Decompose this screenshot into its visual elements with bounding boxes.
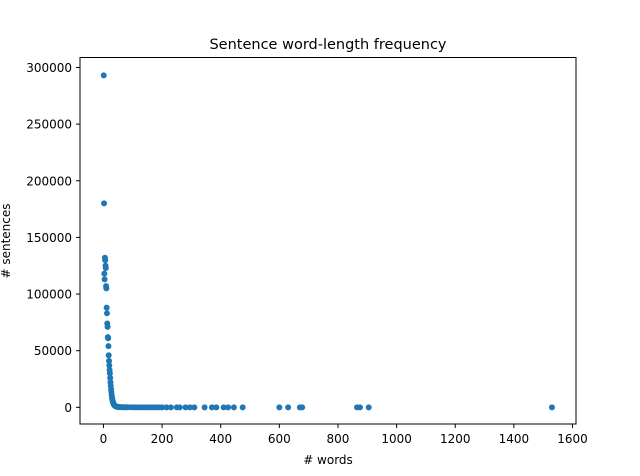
plot-area-frame [79,57,577,425]
data-point [167,404,174,411]
data-point [208,404,215,411]
data-point [176,404,183,411]
x-axis-title: # words [303,453,353,467]
x-tick-label: 1000 [381,432,412,446]
x-tick-label: 200 [151,432,174,446]
data-point [191,404,198,411]
y-tick-label: 50000 [34,344,72,358]
y-tick-label: 0 [64,401,72,415]
data-point [105,343,112,350]
data-point [159,404,166,411]
data-point [103,310,110,317]
data-point [101,276,108,283]
data-point [213,404,220,411]
data-point [365,404,372,411]
x-tick-label: 600 [268,432,291,446]
data-point [220,404,227,411]
data-point [106,357,113,364]
data-point [103,304,110,311]
y-tick-label: 150000 [26,231,72,245]
y-axis-title: # sentences [0,203,13,278]
y-axis: 0 50000 100000 150000 200000 250000 300000 [26,61,80,415]
data-point [106,370,113,377]
data-point [106,362,113,369]
data-point [182,404,189,411]
y-tick-label: 200000 [26,174,72,188]
data-point [230,404,237,411]
data-point [105,352,112,359]
data-point [186,404,193,411]
x-tick-label: 1400 [499,432,530,446]
data-point [356,404,363,411]
data-point [285,404,292,411]
data-point [103,285,110,292]
data-point [102,257,109,264]
x-tick-label: 1600 [557,432,588,446]
y-tick-label: 100000 [26,288,72,302]
data-point [104,323,111,330]
data-point [548,404,555,411]
data-point [163,404,170,411]
chart-title: Sentence word-length frequency [209,37,446,53]
data-point [276,404,283,411]
data-point [101,200,108,207]
data-point [102,265,109,271]
x-tick-label: 800 [327,432,350,446]
y-tick-label: 250000 [26,118,72,132]
data-points [100,72,555,411]
data-point [201,404,208,411]
x-tick-label: 0 [100,432,108,446]
data-point [299,404,306,411]
data-point [105,335,112,342]
x-tick-label: 400 [209,432,232,446]
y-tick-label: 300000 [26,61,72,75]
data-point [107,374,114,381]
data-point [101,270,108,277]
data-point [239,404,246,411]
data-point [225,404,232,411]
x-tick-label: 1200 [440,432,471,446]
data-point [100,72,107,79]
x-axis: 0 200 400 600 800 1000 1200 1400 1600 [100,424,588,446]
